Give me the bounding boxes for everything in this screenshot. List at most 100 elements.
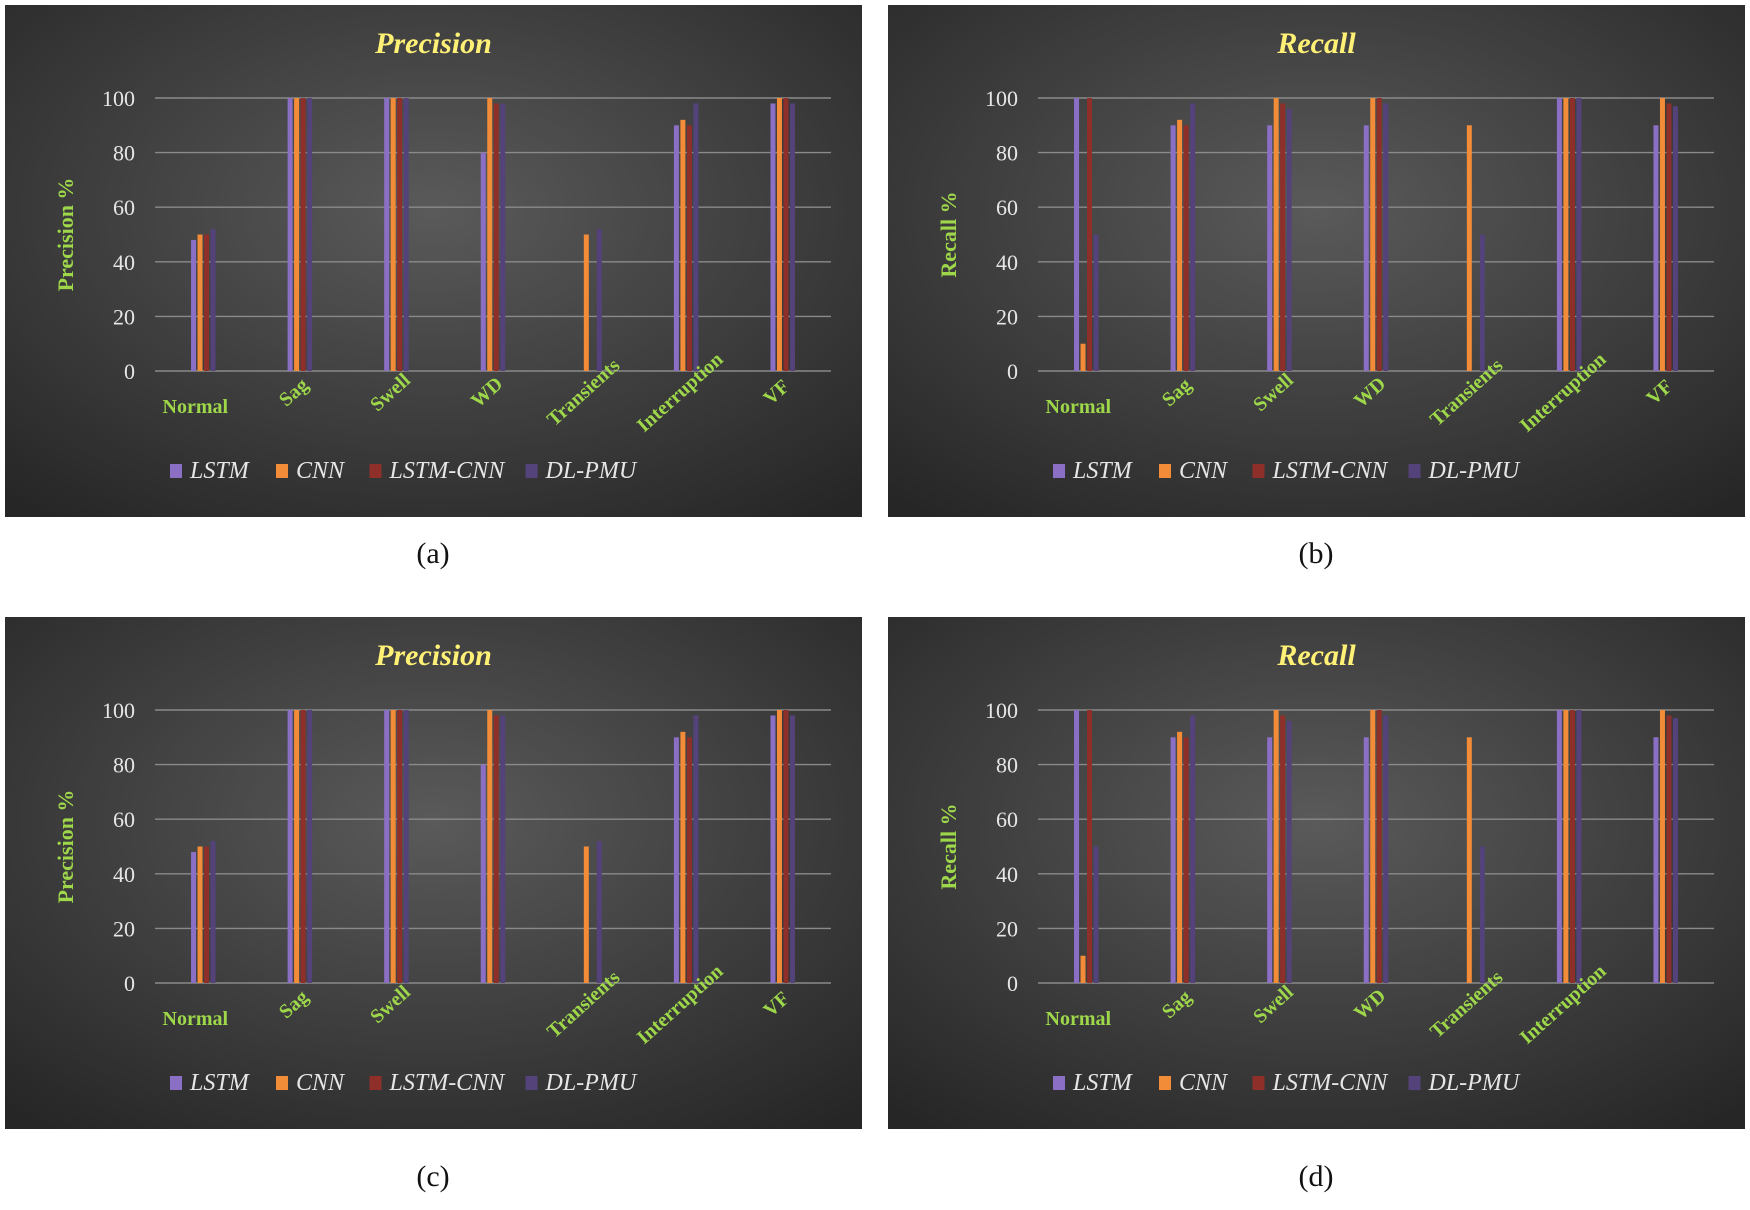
figure-caption-d: (d) — [1298, 1160, 1334, 1193]
bar-lstm-cnn-swell — [1280, 715, 1286, 983]
bar-dl-pmu-vf — [789, 103, 795, 372]
bar-lstm-cnn-swell — [397, 710, 403, 983]
legend-swatch-cnn — [1159, 464, 1171, 478]
bar-cnn-interruption — [680, 119, 686, 371]
bar-cnn-swell — [390, 710, 396, 983]
bar-cnn-transients — [583, 846, 589, 983]
bar-cnn-wd — [1370, 98, 1376, 371]
bar-dl-pmu-swell — [403, 98, 409, 371]
y-tick-label: 60 — [996, 195, 1018, 220]
y-tick-label: 40 — [996, 250, 1018, 275]
bar-lstm-swell — [1267, 125, 1273, 371]
legend-swatch-cnn — [1159, 1076, 1171, 1090]
legend-label-lstm: LSTM — [189, 458, 251, 484]
y-tick-label: 40 — [113, 862, 135, 887]
bar-cnn-sag — [1177, 731, 1183, 983]
y-axis-label: Precision % — [53, 790, 78, 904]
bar-lstm-cnn-swell — [397, 98, 403, 371]
bar-dl-pmu-wd — [1383, 103, 1389, 372]
bar-lstm-swell — [1267, 737, 1273, 983]
y-tick-label: 20 — [996, 916, 1018, 941]
legend-label-lstm-cnn: LSTM-CNN — [1272, 1070, 1390, 1096]
chart-panel-c: Precision 0 20 40 60 80 100 Precision % Normal Sa… — [5, 617, 862, 1129]
bar-cnn-cat3 — [487, 710, 493, 983]
figure-caption-b: (b) — [1298, 537, 1334, 570]
bar-dl-pmu-swell — [403, 710, 409, 983]
y-tick-label: 60 — [113, 195, 135, 220]
legend-swatch-lstm — [170, 1076, 182, 1090]
chart-panel-a: Precision 0 20 40 60 80 100 Precision % Normal Sa… — [5, 5, 862, 517]
bar-cnn-interruption — [1563, 710, 1569, 983]
bar-lstm-swell — [384, 98, 390, 371]
legend-label-lstm: LSTM — [1072, 1070, 1134, 1096]
chart-panel-b: Recall 0 20 40 60 80 100 Recall % Normal Sag Swell… — [888, 5, 1745, 517]
bar-lstm-cat6 — [1653, 737, 1659, 983]
y-axis-label: Recall % — [936, 191, 961, 277]
bar-lstm-vf — [770, 103, 776, 372]
y-tick-label: 20 — [113, 304, 135, 329]
bar-lstm-cnn-vf — [783, 98, 789, 371]
bar-cnn-transients — [583, 234, 589, 371]
bar-lstm-cnn-vf — [783, 710, 789, 983]
bar-dl-pmu-vf — [789, 715, 795, 983]
y-tick-label: 0 — [1007, 359, 1018, 384]
bar-dl-pmu-sag — [1190, 715, 1196, 983]
chart-title: Recall — [1276, 27, 1356, 60]
legend-swatch-cnn — [276, 1076, 288, 1090]
bar-cnn-swell — [1273, 98, 1279, 371]
bar-lstm-swell — [384, 710, 390, 983]
legend-label-cnn: CNN — [296, 458, 346, 484]
y-tick-label: 0 — [1007, 971, 1018, 996]
legend-swatch-lstm-cnn — [369, 464, 382, 478]
bar-lstm-cnn-normal — [204, 234, 210, 371]
bar-lstm-vf — [770, 715, 776, 983]
bar-cnn-interruption — [680, 731, 686, 983]
bar-lstm-wd — [480, 152, 486, 371]
bar-cnn-transients — [1466, 125, 1472, 371]
legend-label-lstm: LSTM — [1072, 458, 1134, 484]
y-tick-label: 100 — [102, 698, 135, 723]
bar-lstm-sag — [1170, 125, 1176, 371]
chart-background — [888, 617, 1745, 1129]
legend-swatch-dl-pmu — [1408, 1076, 1421, 1090]
chart-title: Precision — [374, 27, 492, 60]
bar-lstm-interruption — [673, 125, 679, 371]
legend-label-lstm-cnn: LSTM-CNN — [389, 1070, 507, 1096]
bar-lstm-sag — [1170, 737, 1176, 983]
bar-dl-pmu-wd — [500, 103, 506, 372]
x-tick-label: Normal — [163, 1008, 229, 1030]
bar-lstm-cnn-sag — [300, 710, 306, 983]
bar-lstm-cnn-sag — [1183, 125, 1189, 371]
bar-cnn-wd — [487, 98, 493, 371]
bar-cnn-normal — [197, 846, 203, 983]
chart-background — [5, 617, 862, 1129]
bar-lstm-cnn-interruption — [1569, 98, 1575, 371]
bar-lstm-wd — [1363, 737, 1369, 983]
bar-lstm-cnn-interruption — [1569, 710, 1575, 983]
legend-label-dl-pmu: DL-PMU — [1428, 458, 1521, 484]
bar-dl-pmu-cat3 — [500, 715, 506, 983]
bar-dl-pmu-wd — [1383, 715, 1389, 983]
legend-swatch-lstm — [1053, 464, 1065, 478]
bar-dl-pmu-transients — [596, 841, 602, 983]
bar-dl-pmu-swell — [1286, 720, 1292, 983]
legend-swatch-lstm-cnn — [1252, 1076, 1265, 1090]
bar-lstm-cnn-cat3 — [493, 715, 499, 983]
legend-label-cnn: CNN — [1179, 458, 1229, 484]
y-tick-label: 40 — [113, 250, 135, 275]
bar-lstm-interruption — [673, 737, 679, 983]
bar-lstm-cnn-swell — [1280, 103, 1286, 372]
legend-swatch-dl-pmu — [525, 1076, 538, 1090]
y-tick-label: 60 — [113, 807, 135, 832]
bar-lstm-cnn-normal — [1087, 98, 1093, 371]
y-tick-label: 20 — [113, 916, 135, 941]
legend-label-lstm-cnn: LSTM-CNN — [1272, 458, 1390, 484]
bar-lstm-cnn-vf — [1666, 103, 1672, 372]
bar-lstm-cnn-cat6 — [1666, 715, 1672, 983]
bar-dl-pmu-vf — [1672, 106, 1678, 371]
legend-swatch-lstm — [1053, 1076, 1065, 1090]
legend-label-dl-pmu: DL-PMU — [545, 458, 638, 484]
